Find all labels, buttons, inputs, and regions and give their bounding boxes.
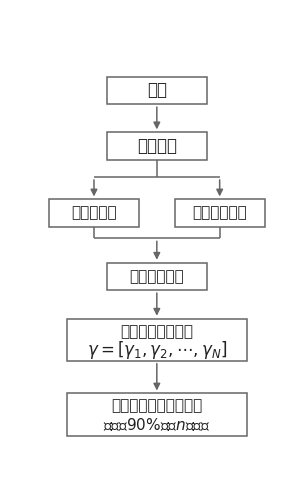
Text: $\gamma=[\gamma_1,\gamma_2,\cdots,\gamma_N]$: $\gamma=[\gamma_1,\gamma_2,\cdots,\gamma… — [87, 340, 227, 362]
Text: 选择特征相关累计贡献: 选择特征相关累计贡献 — [111, 398, 203, 413]
Text: 线性求和融合: 线性求和融合 — [129, 269, 184, 284]
Text: 特征相关系数序列: 特征相关系数序列 — [120, 324, 193, 339]
Text: 能量熵特征: 能量熵特征 — [71, 206, 117, 221]
Bar — [67, 319, 247, 361]
Text: 分形维数特征: 分形维数特征 — [192, 206, 247, 221]
Bar — [107, 77, 207, 104]
Bar — [175, 199, 265, 227]
Bar — [107, 132, 207, 160]
Bar — [49, 199, 139, 227]
Text: 值大于90%的前$n$个特征: 值大于90%的前$n$个特征 — [103, 417, 211, 434]
Bar — [67, 393, 247, 436]
Text: 样本: 样本 — [147, 82, 167, 100]
Bar — [107, 262, 207, 290]
Text: 小波变换: 小波变换 — [137, 137, 177, 155]
